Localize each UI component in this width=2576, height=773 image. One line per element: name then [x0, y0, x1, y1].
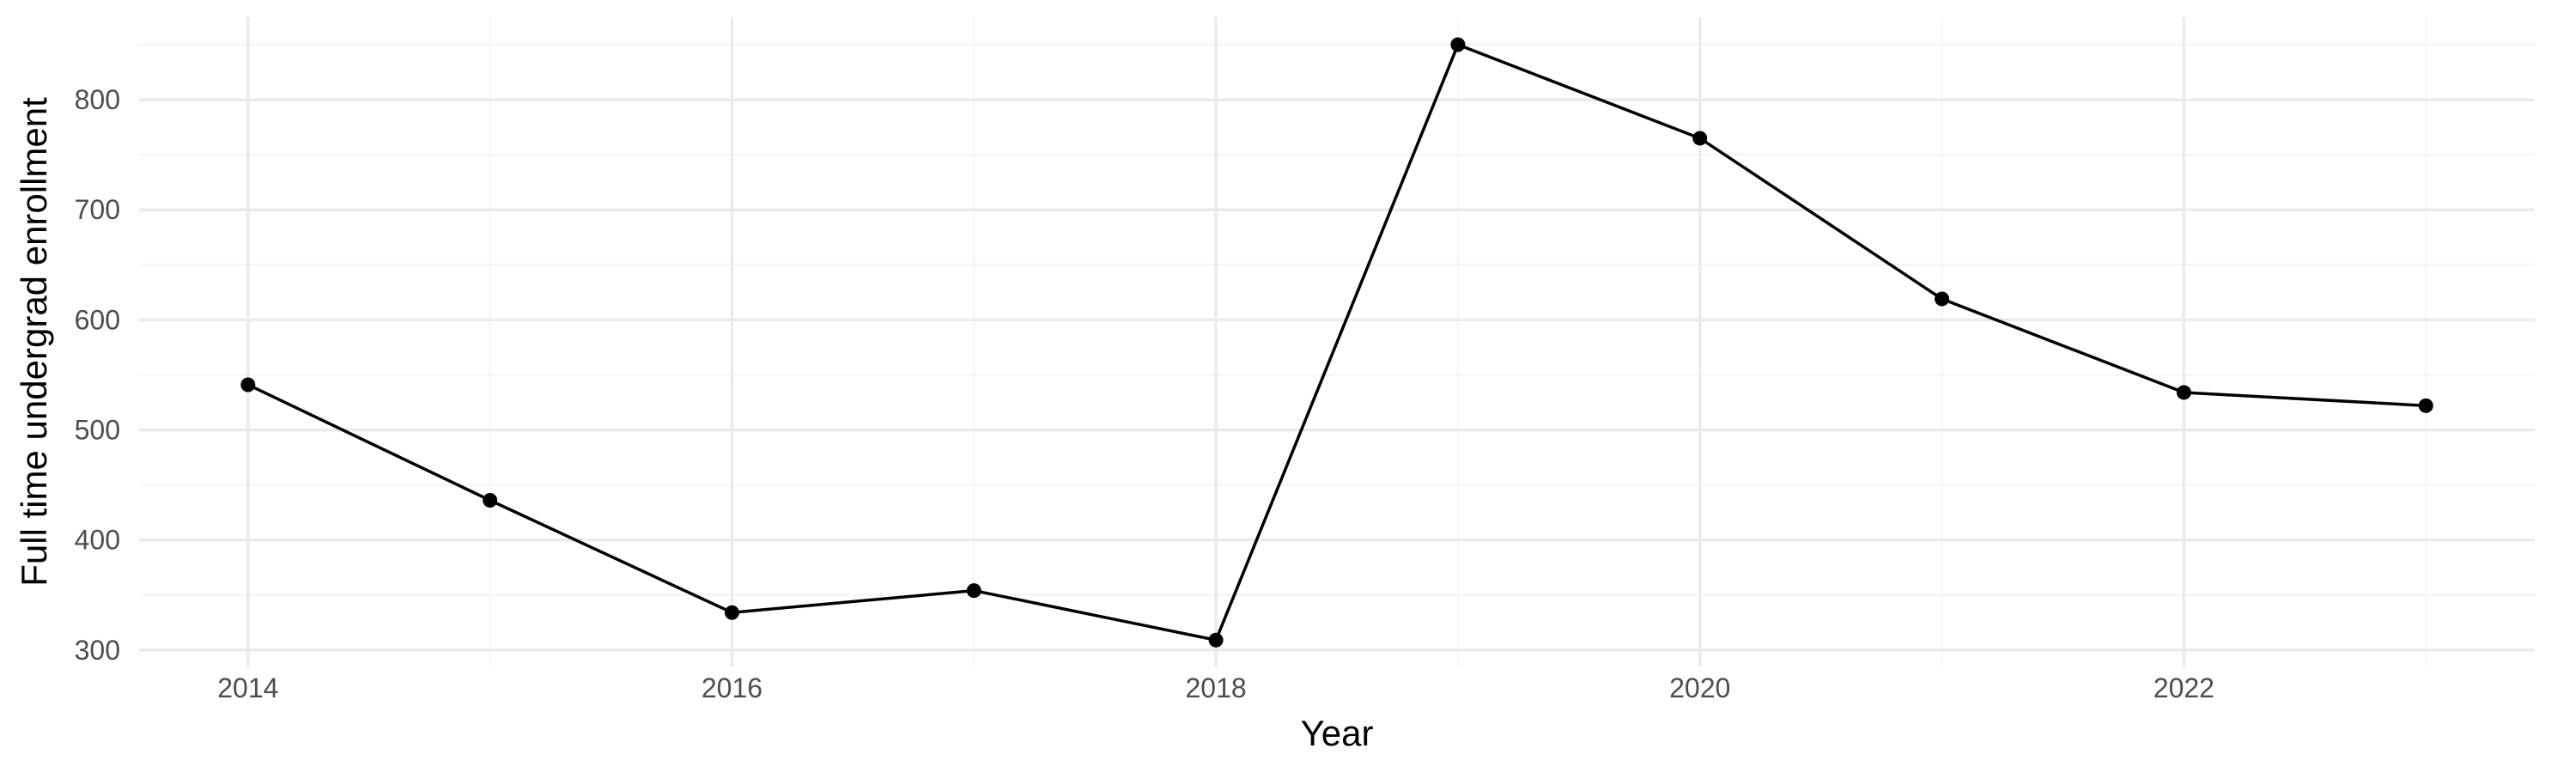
- y-tick-label: 600: [75, 304, 120, 335]
- points-layer: [240, 37, 2433, 648]
- data-point: [240, 377, 256, 393]
- data-point: [483, 493, 498, 508]
- data-point: [724, 605, 739, 620]
- series-layer: [247, 43, 2427, 642]
- x-tick-label: 2020: [1669, 673, 1730, 703]
- y-tick-label: 800: [75, 84, 120, 115]
- y-tick-label: 400: [75, 525, 120, 556]
- x-axis-title: Year: [1301, 713, 1374, 753]
- data-point: [1450, 37, 1466, 52]
- series-line: [247, 43, 2427, 642]
- minor-gridlines: [139, 17, 2535, 666]
- x-tick-label: 2014: [217, 673, 278, 703]
- y-tick-label: 300: [75, 635, 120, 666]
- y-tick-label: 700: [75, 194, 120, 225]
- y-tick-label: 500: [75, 415, 120, 446]
- y-tick-labels: 300 400 500 600 700 800: [75, 84, 120, 666]
- x-tick-labels: 2014 2016 2018 2020 2022: [217, 673, 2215, 703]
- x-tick-label: 2022: [2154, 673, 2215, 703]
- data-point: [966, 583, 981, 599]
- y-axis-title: Full time undergrad enrollment: [14, 97, 54, 587]
- data-point: [2418, 398, 2433, 413]
- major-gridlines: [139, 17, 2535, 666]
- data-point: [1935, 291, 1950, 307]
- data-point: [2176, 385, 2191, 400]
- data-point: [1692, 131, 1708, 146]
- x-tick-label: 2018: [1185, 673, 1246, 703]
- x-tick-label: 2016: [702, 673, 762, 703]
- data-point: [1208, 632, 1224, 648]
